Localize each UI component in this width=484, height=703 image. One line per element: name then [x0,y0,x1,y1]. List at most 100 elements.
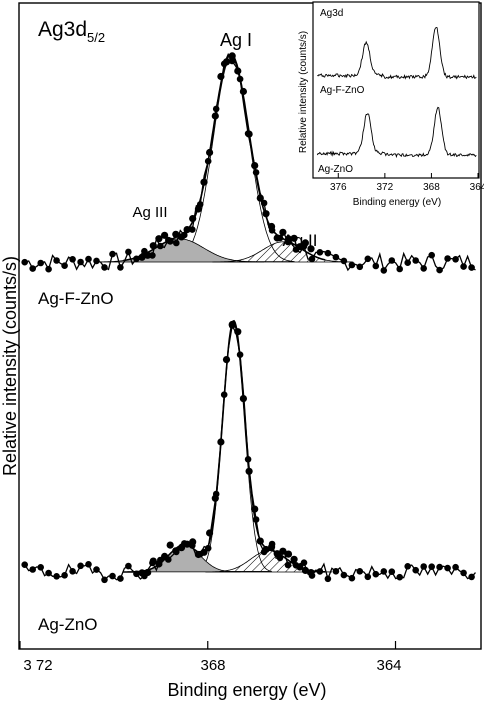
data-point [388,568,396,575]
data-point [217,72,225,81]
data-point [155,235,163,243]
data-point [372,570,380,578]
data-point [220,391,228,399]
data-point [234,67,242,75]
data-point [268,222,276,231]
peak-label-ag-i: Ag I [220,30,252,50]
peak-label-ag-iii: Ag III [132,204,167,221]
data-point [468,573,475,581]
data-point [412,566,420,574]
data-point [77,562,84,570]
data-point [183,226,191,234]
data-point [166,237,174,245]
data-point [380,568,388,575]
data-point [452,255,459,263]
data-point [340,257,348,265]
data-point [279,228,287,236]
data-point [125,562,132,570]
data-point [155,560,163,568]
data-point [194,205,202,213]
data-point [239,87,247,96]
data-point [356,263,364,271]
data-point [200,178,208,186]
data-point [194,550,202,559]
data-point [173,239,180,247]
data-point [217,438,225,446]
data-point [85,255,92,263]
data-point [138,253,146,261]
data-point [436,266,443,274]
data-point [301,239,309,247]
data-point [262,210,270,218]
data-point [138,569,146,577]
data-point [332,253,340,261]
data-point [300,559,308,566]
fit-envelope-line [123,53,326,262]
data-point [444,564,451,572]
inset-series-label-ag-f-zno: Ag-F-ZnO [320,85,365,96]
data-point [324,575,332,583]
data-point [284,550,293,558]
data-point [177,233,186,241]
data-point [372,262,380,270]
data-point [324,249,332,257]
inset-spectrum-ag-zno [316,106,477,159]
y-axis-title: Relative intensity (counts/s) [0,256,20,476]
inset-x-ticks: 376 372 368 364 [330,173,484,193]
data-point [21,258,29,266]
data-point [206,148,214,157]
data-point [29,265,36,272]
data-point [364,573,372,581]
component-peak-ag-ii [212,241,354,263]
data-point [204,157,212,165]
data-point [348,574,356,582]
x-tick-label-368: 368 [200,657,225,674]
data-point [61,572,68,579]
data-point [101,264,108,271]
data-point [109,572,116,580]
data-point [149,557,157,565]
data-point [388,257,396,264]
data-point [468,264,475,271]
data-point [222,356,231,364]
data-point [420,265,428,272]
data-point [268,543,276,551]
data-point [279,547,287,555]
data-point [172,547,180,555]
data-point [460,569,467,577]
main-title: Ag3d5/2 [38,18,105,45]
data-point [37,564,44,571]
data-point [301,566,309,575]
data-point [109,250,116,258]
inset-curves [316,27,477,159]
data-point [61,262,68,270]
data-point [290,234,298,242]
data-point [404,259,412,267]
data-point [93,566,100,573]
data-point [144,568,152,577]
main-x-ticks [19,641,397,649]
data-point [125,248,132,256]
data-point [228,320,236,329]
inset-plot: Ag3d Ag-F-ZnO Ag-ZnO Binding energy (eV)… [298,1,484,208]
data-point [189,538,197,546]
inset-spectrum-ag-f-zno [317,27,477,80]
data-point [251,162,259,170]
data-point [161,231,169,239]
data-point [284,235,293,243]
data-point [45,569,52,577]
data-point [307,569,315,577]
data-point [396,573,404,581]
data-point [332,568,340,575]
panel-label-ag-f-zno: Ag-F-ZnO [38,289,114,308]
data-point [183,540,191,548]
inset-y-axis-title: Relative intensity (counts/s) [298,31,309,153]
data-point [85,561,92,568]
data-point [172,230,180,238]
data-point [93,257,100,265]
data-point [262,545,270,554]
data-point [206,529,214,537]
data-point [53,573,60,580]
data-point [149,242,157,250]
data-point [308,255,316,263]
